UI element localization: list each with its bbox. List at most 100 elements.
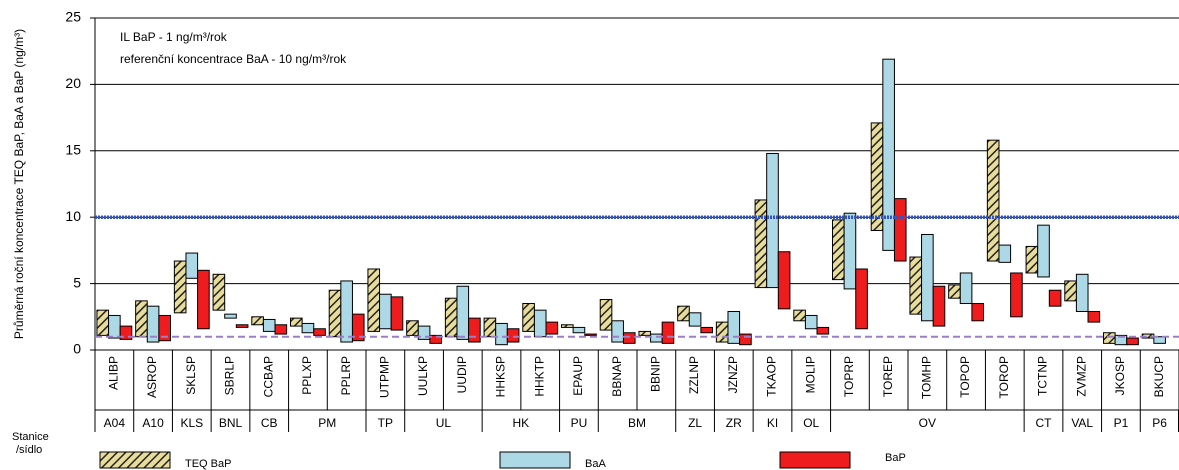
bar bbox=[340, 280, 353, 343]
bar bbox=[561, 324, 574, 328]
bar bbox=[483, 317, 497, 338]
group-label: BM bbox=[628, 416, 646, 430]
bar bbox=[108, 314, 121, 339]
bar bbox=[1075, 273, 1089, 312]
group-label: OV bbox=[919, 416, 936, 430]
legend-swatch bbox=[779, 451, 851, 469]
legend-label: TEQ BaP bbox=[185, 458, 231, 470]
bar bbox=[533, 309, 547, 338]
legend-label: BaA bbox=[585, 458, 606, 470]
bar bbox=[119, 325, 133, 340]
bar bbox=[584, 333, 597, 336]
x-tick-label: BBNAP bbox=[610, 356, 624, 397]
y-axis-label: Průměrná roční koncentrace TEQ BaP, BaA … bbox=[12, 29, 26, 339]
bar bbox=[804, 314, 818, 330]
group-label: A04 bbox=[104, 416, 126, 430]
bar bbox=[444, 297, 458, 338]
bar bbox=[1010, 272, 1023, 318]
bar bbox=[932, 285, 946, 327]
bar bbox=[1037, 224, 1050, 278]
group-label: ZL bbox=[688, 416, 702, 430]
x-tick-label: TOMHP bbox=[920, 356, 934, 399]
bar bbox=[313, 328, 326, 336]
bar bbox=[893, 198, 907, 262]
bar bbox=[661, 321, 675, 344]
x-tick-label: BBNIP bbox=[649, 356, 663, 392]
bar bbox=[522, 303, 535, 332]
x-tick-label: UTPMP bbox=[378, 356, 392, 398]
bar bbox=[197, 269, 210, 330]
bar bbox=[173, 260, 187, 314]
x-tick-label: BKUCP bbox=[1152, 356, 1166, 397]
bar bbox=[638, 330, 652, 336]
bar bbox=[611, 320, 624, 343]
bar bbox=[855, 268, 868, 330]
bar bbox=[677, 305, 690, 322]
group-label: CB bbox=[261, 416, 278, 430]
group-label: PM bbox=[318, 416, 336, 430]
group-label: P1 bbox=[1114, 416, 1129, 430]
annotation: IL BaP - 1 ng/m³/rok bbox=[120, 30, 228, 44]
x-tick-label: MOLIP bbox=[803, 356, 817, 393]
bar bbox=[301, 322, 315, 334]
bar bbox=[986, 139, 1000, 262]
y-tick-label: 25 bbox=[65, 9, 81, 25]
bar bbox=[251, 316, 264, 326]
bar bbox=[1087, 310, 1101, 323]
bar bbox=[185, 252, 199, 279]
group-label: VAL bbox=[1071, 416, 1093, 430]
bar bbox=[367, 268, 381, 332]
bar bbox=[328, 289, 342, 338]
x-tick-label: TOROP bbox=[997, 356, 1011, 398]
x-tick-label: HHKTP bbox=[532, 356, 546, 397]
x-tick-label: UULKP bbox=[416, 356, 430, 396]
group-label: TP bbox=[378, 416, 393, 430]
bar bbox=[1153, 336, 1166, 344]
bar bbox=[417, 325, 431, 340]
x-tick-label: ZZLNP bbox=[687, 356, 701, 394]
group-label: KLS bbox=[180, 416, 203, 430]
x-tick-label: TOPOP bbox=[958, 356, 972, 398]
legend-swatch bbox=[499, 451, 571, 469]
x-tick-label: PPLRP bbox=[339, 356, 353, 395]
bar bbox=[495, 322, 508, 346]
bar bbox=[96, 309, 110, 336]
bar bbox=[599, 299, 613, 331]
bar bbox=[727, 310, 741, 344]
bar bbox=[998, 244, 1012, 263]
bar bbox=[622, 332, 636, 344]
bar bbox=[1103, 332, 1116, 344]
bar bbox=[688, 312, 702, 327]
group-label: OL bbox=[803, 416, 819, 430]
bar bbox=[468, 317, 481, 343]
x-tick-label: JZNZP bbox=[726, 356, 740, 393]
x-tick-label: PPLXP bbox=[300, 356, 314, 395]
x-tick-label: TKAOP bbox=[765, 356, 779, 397]
bar bbox=[882, 58, 895, 251]
y-tick-label: 10 bbox=[65, 208, 81, 224]
bar bbox=[870, 122, 884, 231]
bar bbox=[793, 309, 806, 322]
bar bbox=[545, 321, 559, 335]
bar bbox=[921, 233, 934, 322]
x-tick-label: TOREP bbox=[881, 356, 895, 397]
bar bbox=[777, 251, 791, 310]
bar bbox=[948, 284, 961, 299]
bar bbox=[832, 219, 845, 281]
y-tick-label: 15 bbox=[65, 142, 81, 158]
bar bbox=[715, 321, 729, 343]
x-tick-label: CCBAP bbox=[261, 356, 275, 397]
bar bbox=[572, 326, 586, 334]
group-label: CT bbox=[1036, 416, 1053, 430]
bar bbox=[379, 293, 392, 330]
bar bbox=[274, 324, 288, 335]
bar bbox=[650, 333, 663, 343]
bar bbox=[843, 212, 857, 290]
x-tick-label: JKOSP bbox=[1113, 356, 1127, 395]
group-label: BNL bbox=[219, 416, 243, 430]
row-label: /sídlo bbox=[16, 444, 42, 456]
x-tick-label: TOPRP bbox=[842, 356, 856, 397]
bar bbox=[739, 333, 752, 346]
group-label: KI bbox=[767, 416, 778, 430]
bar bbox=[158, 314, 171, 342]
